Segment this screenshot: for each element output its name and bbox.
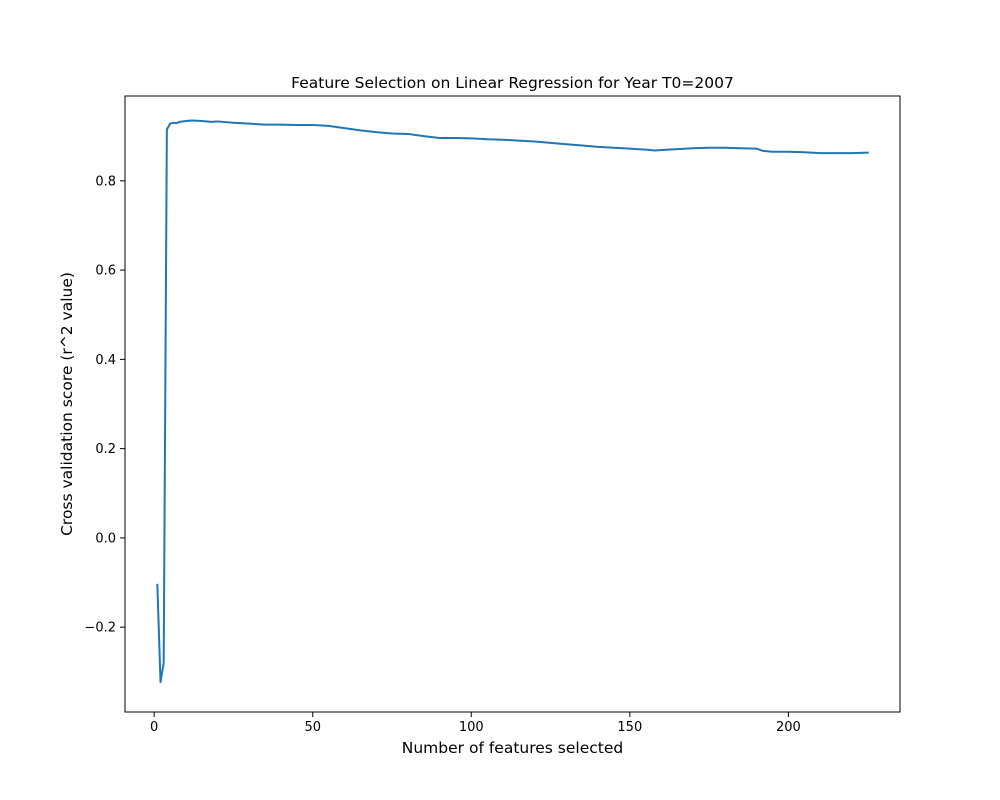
x-tick-label: 50 (304, 720, 321, 735)
x-tick-label: 100 (459, 720, 484, 735)
y-axis-title: Cross validation score (r^2 value) (58, 272, 76, 536)
series-layer (156, 119, 869, 684)
series-line-0 (156, 119, 869, 684)
y-tick-label: 0.0 (95, 531, 116, 546)
x-tick-label: 0 (150, 720, 158, 735)
plot-frame (124, 95, 901, 713)
plot-area (124, 95, 901, 713)
x-tick-label: 150 (617, 720, 642, 735)
y-tick-label: 0.2 (95, 442, 116, 457)
y-tick-label: 0.8 (95, 174, 116, 189)
y-tick-label: 0.6 (95, 264, 116, 279)
chart-title: Feature Selection on Linear Regression f… (291, 74, 734, 92)
y-axis: −0.2 0.0 0.2 0.4 0.6 0.8 (84, 174, 125, 636)
x-axis-title: Number of features selected (402, 739, 623, 757)
x-tick-label: 200 (776, 720, 801, 735)
x-axis: 0 50 100 150 200 (150, 712, 801, 735)
y-tick-label: 0.4 (95, 353, 116, 368)
y-tick-label: −0.2 (84, 621, 116, 636)
